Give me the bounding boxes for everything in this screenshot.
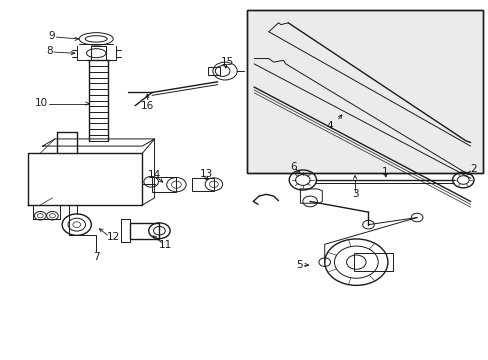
Text: 13: 13 — [200, 169, 213, 179]
Bar — [353, 253, 392, 271]
Bar — [152, 177, 176, 192]
Text: 12: 12 — [106, 232, 120, 242]
Text: 11: 11 — [159, 240, 172, 250]
Bar — [192, 178, 213, 191]
Text: 16: 16 — [141, 101, 154, 111]
Bar — [246, 10, 482, 173]
Text: 2: 2 — [470, 164, 476, 174]
Text: 15: 15 — [220, 57, 233, 67]
Text: 8: 8 — [46, 46, 52, 57]
Text: 7: 7 — [93, 252, 100, 262]
Bar — [207, 67, 220, 75]
Text: 14: 14 — [148, 170, 161, 180]
Bar — [246, 10, 482, 173]
Text: 10: 10 — [34, 98, 47, 108]
Text: 3: 3 — [351, 189, 358, 199]
Text: 1: 1 — [382, 167, 388, 177]
Text: 6: 6 — [289, 162, 296, 172]
Text: 4: 4 — [325, 121, 332, 131]
Text: 5: 5 — [296, 260, 302, 270]
Text: 9: 9 — [48, 31, 55, 41]
Bar — [130, 223, 159, 239]
